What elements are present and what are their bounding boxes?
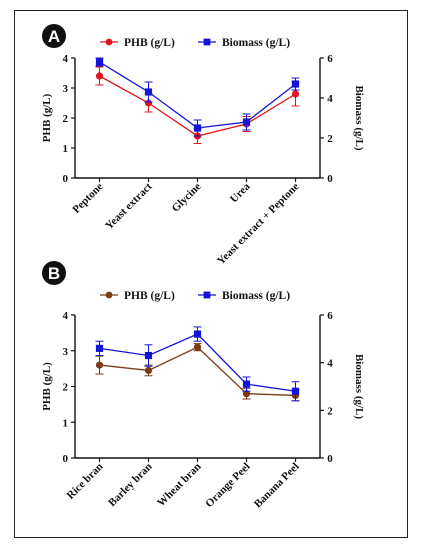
x-category-label: Wheat bran — [155, 461, 203, 509]
data-point-square — [291, 80, 300, 88]
right-tick-label: 0 — [327, 453, 333, 465]
data-point-circle — [95, 72, 104, 80]
legend-marker-square — [203, 291, 211, 299]
left-tick-label: 1 — [63, 143, 69, 155]
data-point-square — [291, 387, 300, 395]
x-category-label: Glycine — [170, 181, 204, 215]
data-point-square — [193, 330, 202, 338]
left-tick-label: 3 — [63, 346, 69, 358]
left-tick-label: 2 — [63, 382, 69, 394]
data-point-circle — [144, 99, 153, 107]
left-tick-label: 4 — [63, 310, 69, 322]
x-category-label: Yeast extract + Peptone — [215, 181, 302, 268]
legend-entry: Biomass (g/L) — [222, 37, 290, 49]
right-tick-label: 6 — [327, 310, 333, 322]
series-line — [99, 61, 296, 129]
x-category-label: Yeast extract — [103, 180, 155, 232]
left-tick-label: 0 — [63, 173, 69, 185]
data-point-square — [144, 351, 153, 360]
data-point-circle — [291, 90, 300, 98]
data-point-circle — [144, 366, 153, 375]
legend-entry: Biomass (g/L) — [222, 290, 290, 302]
left-tick-label: 2 — [63, 113, 69, 125]
left-tick-label: 4 — [63, 53, 69, 65]
panel-label: A — [48, 27, 60, 46]
data-point-square — [193, 124, 202, 132]
data-point-square — [242, 380, 251, 388]
right-tick-label: 6 — [327, 53, 333, 65]
data-point-circle — [95, 361, 104, 369]
data-point-square — [242, 118, 251, 126]
x-category-label: Barley bran — [106, 461, 154, 509]
panel-badge-A — [42, 24, 66, 48]
x-category-label: Orange Peel — [203, 461, 252, 510]
data-point-square — [95, 344, 104, 352]
series-line — [99, 346, 296, 397]
x-category-label: Urea — [228, 180, 253, 205]
panel-label: B — [48, 264, 60, 283]
x-category-label: Banana Peel — [252, 461, 302, 511]
right-tick-label: 2 — [327, 405, 333, 417]
left-tick-label: 0 — [63, 453, 69, 465]
right-tick-label: 2 — [327, 133, 333, 145]
right-tick-label: 4 — [327, 358, 333, 370]
x-category-label: Peptone — [70, 181, 105, 216]
x-category-label: Rice bran — [65, 461, 106, 502]
right-axis-title: Biomass (g/L) — [353, 354, 365, 419]
legend-marker-circle — [105, 291, 113, 299]
data-point-circle — [193, 343, 202, 351]
right-tick-label: 4 — [327, 93, 333, 105]
panel-badge-B — [42, 261, 66, 285]
left-axis-title: PHB (g/L) — [41, 93, 53, 142]
left-tick-label: 1 — [63, 417, 69, 429]
left-axis-title: PHB (g/L) — [41, 362, 53, 411]
right-tick-label: 0 — [327, 173, 333, 185]
data-point-circle — [242, 390, 251, 398]
right-axis-title: Biomass (g/L) — [353, 85, 365, 150]
data-point-square — [95, 58, 104, 66]
series-line — [99, 333, 296, 392]
legend-marker-circle — [105, 38, 113, 46]
legend-entry: PHB (g/L) — [124, 290, 175, 302]
legend-marker-square — [203, 38, 211, 46]
legend-entry: PHB (g/L) — [124, 37, 175, 49]
left-tick-label: 3 — [63, 83, 69, 95]
data-point-square — [144, 88, 153, 96]
figure-frame — [14, 10, 408, 538]
